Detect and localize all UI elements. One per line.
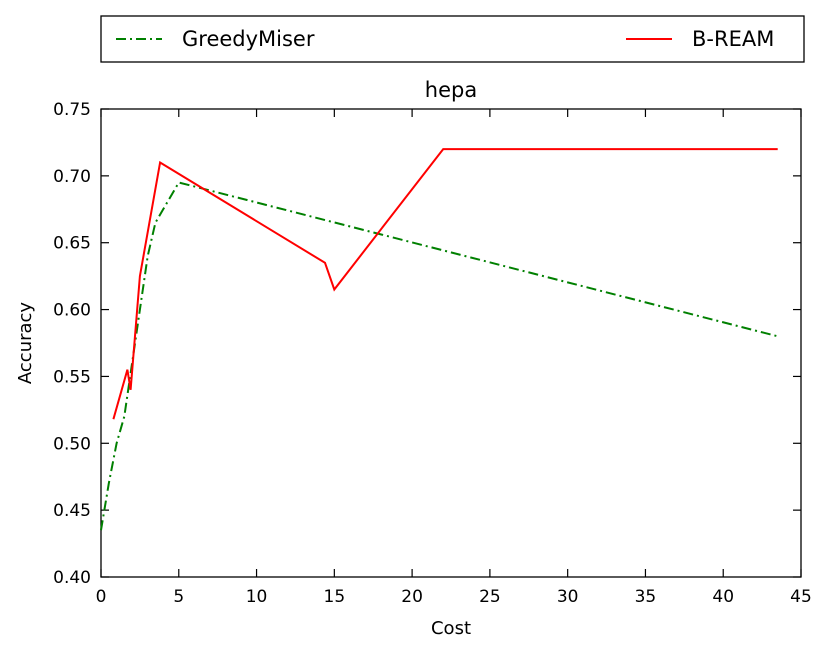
y-axis-label: Accuracy xyxy=(15,302,36,385)
series-line-greedymiser xyxy=(100,181,778,531)
y-axis-ticks: 0.40 0.45 0.50 0.55 0.60 0.65 0.70 0.75 xyxy=(53,100,801,588)
x-tick-label: 40 xyxy=(712,587,734,607)
x-tick-label: 45 xyxy=(790,587,812,607)
series-line-b-ream xyxy=(112,148,778,420)
x-tick-label: 35 xyxy=(635,587,657,607)
chart-title: hepa xyxy=(425,78,477,102)
x-tick-label: 15 xyxy=(324,587,346,607)
y-tick-label: 0.70 xyxy=(53,167,91,187)
x-tick-label: 25 xyxy=(479,587,501,607)
plot-area xyxy=(100,108,802,578)
x-axis-label: Cost xyxy=(431,618,471,639)
legend: GreedyMiser B-REAM xyxy=(100,15,805,63)
series-layer xyxy=(100,148,778,531)
y-tick-label: 0.45 xyxy=(53,501,91,521)
legend-greedymiser-label: GreedyMiser xyxy=(182,27,315,51)
x-tick-label: 30 xyxy=(557,587,579,607)
x-tick-label: 10 xyxy=(246,587,268,607)
y-tick-label: 0.40 xyxy=(53,568,91,588)
legend-bream-label: B-REAM xyxy=(692,27,774,51)
y-tick-label: 0.65 xyxy=(53,234,91,254)
x-tick-label: 20 xyxy=(401,587,423,607)
legend-frame xyxy=(100,15,805,63)
y-tick-label: 0.75 xyxy=(53,100,91,120)
y-tick-label: 0.60 xyxy=(53,301,91,321)
x-axis-ticks: 0 5 10 15 20 25 30 35 40 45 xyxy=(96,109,812,607)
y-tick-label: 0.55 xyxy=(53,367,91,387)
y-tick-label: 0.50 xyxy=(53,434,91,454)
x-tick-label: 0 xyxy=(96,587,107,607)
x-tick-label: 5 xyxy=(173,587,184,607)
